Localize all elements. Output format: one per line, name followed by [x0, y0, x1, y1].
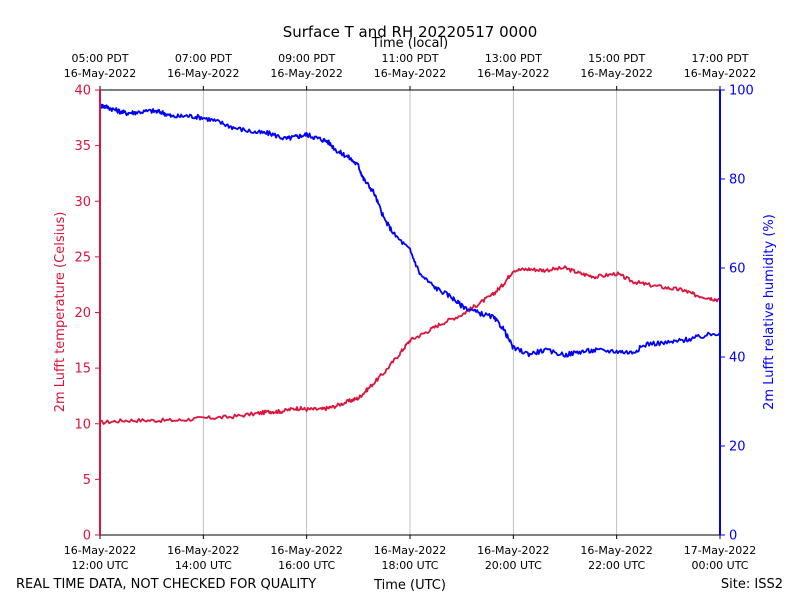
x-bottom-tick-label: 18:00 UTC [381, 559, 438, 572]
y-right-tick-label: 80 [729, 173, 746, 188]
quality-disclaimer: REAL TIME DATA, NOT CHECKED FOR QUALITY [16, 577, 316, 592]
x-top-tick-label: 17:00 PDT [691, 52, 748, 65]
x-bottom-tick-label: 20:00 UTC [485, 559, 542, 572]
grid-lines [202, 90, 618, 535]
chart-title: Surface T and RH 20220517 0000 [283, 23, 538, 41]
x-top-tick-label: 11:00 PDT [381, 52, 438, 65]
x-bottom-tick-label: 16-May-2022 [64, 544, 136, 557]
series-lines [99, 103, 721, 425]
x-bottom-tick-label: 22:00 UTC [588, 559, 645, 572]
x-top-tick-label: 16-May-2022 [684, 67, 756, 80]
x-top-tick-label: 05:00 PDT [71, 52, 128, 65]
x-bottom-tick-label: 12:00 UTC [71, 559, 128, 572]
x-top-tick-label: 16-May-2022 [580, 67, 652, 80]
bottom-axis-label: Time (UTC) [373, 578, 446, 593]
axis-ticks: 16-May-2022 12:00 UTC 16-May-2022 14:00 UTC… [64, 52, 756, 572]
y-left-tick-label: 40 [74, 84, 91, 99]
y-right-tick-label: 60 [729, 262, 746, 277]
x-bottom-tick-label: 14:00 UTC [175, 559, 232, 572]
y-left-tick-label: 10 [74, 417, 91, 432]
x-top-tick-label: 16-May-2022 [167, 67, 239, 80]
x-top-tick-label: 16-May-2022 [270, 67, 342, 80]
temperature-series-line [99, 265, 721, 425]
y-left-tick-label: 15 [74, 362, 91, 377]
x-top-tick-label: 09:00 PDT [278, 52, 335, 65]
x-bottom-tick-label: 17-May-2022 [684, 544, 756, 557]
x-bottom-tick-label: 00:00 UTC [691, 559, 748, 572]
top-axis-label: Time (local) [371, 36, 448, 51]
right-axis-label: 2m Lufft relative humidity (%) [762, 214, 777, 410]
x-bottom-tick-label: 16-May-2022 [167, 544, 239, 557]
x-bottom-tick-label: 16-May-2022 [477, 544, 549, 557]
x-top-tick-label: 07:00 PDT [175, 52, 232, 65]
x-bottom-tick-label: 16-May-2022 [270, 544, 342, 557]
x-top-tick-label: 13:00 PDT [485, 52, 542, 65]
y-left-tick-label: 35 [74, 139, 91, 154]
y-right-tick-label: 40 [729, 351, 746, 366]
x-bottom-tick-label: 16:00 UTC [278, 559, 335, 572]
left-axis-label: 2m Lufft temperature (Celsius) [53, 212, 68, 413]
y-left-tick-label: 20 [74, 306, 91, 321]
y-left-tick-label: 0 [83, 529, 91, 544]
x-top-tick-label: 16-May-2022 [374, 67, 446, 80]
y-left-tick-label: 5 [83, 473, 91, 488]
x-top-tick-label: 16-May-2022 [64, 67, 136, 80]
x-bottom-tick-label: 16-May-2022 [374, 544, 446, 557]
y-right-tick-label: 20 [729, 440, 746, 455]
y-right-tick-label: 100 [729, 84, 754, 99]
humidity-series-line [99, 103, 721, 358]
y-right-tick-label: 0 [729, 529, 737, 544]
x-top-tick-label: 16-May-2022 [477, 67, 549, 80]
y-left-tick-label: 25 [74, 250, 91, 265]
x-top-tick-label: 15:00 PDT [588, 52, 645, 65]
site-label: Site: ISS2 [721, 577, 783, 592]
x-bottom-tick-label: 16-May-2022 [580, 544, 652, 557]
y-left-tick-label: 30 [74, 195, 91, 210]
